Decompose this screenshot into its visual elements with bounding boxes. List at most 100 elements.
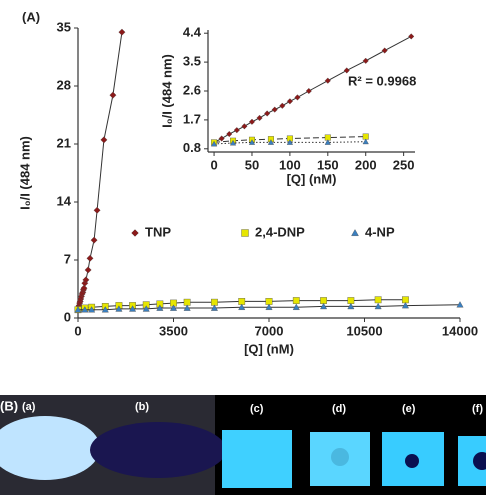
data-point	[324, 139, 331, 145]
data-point	[401, 301, 409, 309]
x-tick-label: 10500	[346, 323, 382, 338]
data-point	[129, 305, 137, 312]
data-point	[456, 301, 464, 308]
spot	[331, 448, 349, 466]
legend-label: 2,4-DNP	[255, 224, 305, 239]
data-point	[279, 102, 286, 109]
x-axis-label: [Q] (nM)	[287, 171, 337, 186]
x-tick-label: 250	[393, 157, 415, 172]
data-point	[324, 77, 331, 84]
photo-label: (a)	[22, 401, 36, 413]
panel-label: (B)	[0, 398, 18, 413]
spot	[405, 454, 419, 468]
data-point	[93, 206, 101, 214]
y-axis-label: I₀/I (484 nm)	[17, 136, 32, 210]
data-point	[305, 87, 312, 95]
x-tick-label: 100	[279, 157, 301, 172]
photo-label: (d)	[332, 403, 346, 415]
data-point	[248, 118, 256, 125]
data-point	[156, 304, 164, 311]
data-point	[80, 284, 88, 292]
data-point	[362, 138, 369, 145]
data-point	[362, 57, 369, 64]
data-point	[118, 28, 126, 36]
data-point	[248, 139, 256, 145]
x-axis-label: [Q] (nM)	[244, 341, 294, 356]
legend-label: 4-NP	[365, 224, 395, 239]
data-point	[238, 303, 246, 310]
data-point	[256, 114, 263, 122]
data-point	[142, 305, 150, 312]
photo-label: (b)	[135, 401, 149, 413]
data-point	[100, 136, 108, 144]
paper-strip	[222, 430, 292, 488]
paper-dark	[90, 422, 226, 478]
y-tick-label: 1.7	[183, 111, 201, 126]
data-point	[343, 67, 350, 74]
panel-label: (A)	[22, 9, 40, 24]
x-tick-label: 50	[245, 157, 259, 172]
x-tick-label: 200	[355, 157, 377, 172]
photo-label: (f)	[472, 403, 483, 415]
data-point	[267, 139, 275, 145]
data-point	[408, 33, 415, 40]
data-point	[294, 94, 301, 101]
data-point	[183, 304, 191, 311]
data-point	[271, 106, 278, 113]
y-tick-label: 2.6	[183, 82, 201, 97]
data-point	[374, 302, 382, 310]
data-point	[74, 306, 82, 313]
data-point	[292, 303, 300, 310]
data-point	[320, 302, 328, 310]
y-tick-label: 0.8	[183, 140, 201, 155]
data-point	[347, 302, 355, 310]
y-tick-label: 28	[57, 77, 71, 92]
data-point	[86, 254, 94, 262]
data-point	[169, 304, 178, 311]
series-line	[77, 32, 123, 310]
legend-marker	[351, 229, 359, 237]
spot	[473, 452, 486, 470]
data-point	[241, 123, 248, 130]
data-point	[381, 47, 388, 54]
data-point	[109, 91, 117, 99]
data-point	[286, 98, 293, 105]
x-tick-label: 3500	[159, 323, 188, 338]
x-tick-label: 0	[210, 157, 217, 172]
y-tick-label: 21	[57, 135, 71, 150]
data-point	[286, 139, 294, 145]
data-point	[210, 140, 218, 147]
x-tick-label: 7000	[255, 323, 284, 338]
y-tick-label: 4.4	[183, 25, 202, 40]
data-point	[292, 297, 300, 304]
data-point	[101, 306, 109, 313]
y-tick-label: 14	[57, 193, 72, 208]
legend-marker	[241, 229, 249, 237]
paper-bright	[0, 416, 100, 480]
data-point	[88, 306, 96, 313]
data-point	[115, 305, 123, 312]
photo-label: (c)	[250, 403, 264, 415]
y-axis-label: I₀/I (484 nm)	[159, 54, 174, 128]
photo-label: (e)	[402, 403, 416, 415]
legend-marker	[131, 229, 139, 237]
data-point	[233, 127, 240, 134]
data-point	[374, 296, 382, 304]
legend-label: TNP	[145, 224, 171, 239]
y-tick-label: 3.5	[183, 54, 201, 69]
data-point	[84, 266, 92, 274]
y-tick-label: 7	[64, 251, 71, 266]
data-point	[265, 303, 273, 310]
x-tick-label: 150	[317, 157, 339, 172]
data-point	[264, 110, 271, 117]
x-tick-label: 14000	[442, 323, 478, 338]
data-point	[90, 236, 98, 244]
y-tick-label: 0	[64, 309, 71, 324]
photo-panel: (B) (a) (b) (c) (d) (e) (f)	[0, 395, 486, 495]
data-point	[229, 139, 237, 146]
data-point	[218, 135, 225, 142]
x-tick-label: 0	[74, 323, 81, 338]
annotation: R² = 0.9968	[348, 73, 416, 88]
data-point	[210, 304, 218, 311]
